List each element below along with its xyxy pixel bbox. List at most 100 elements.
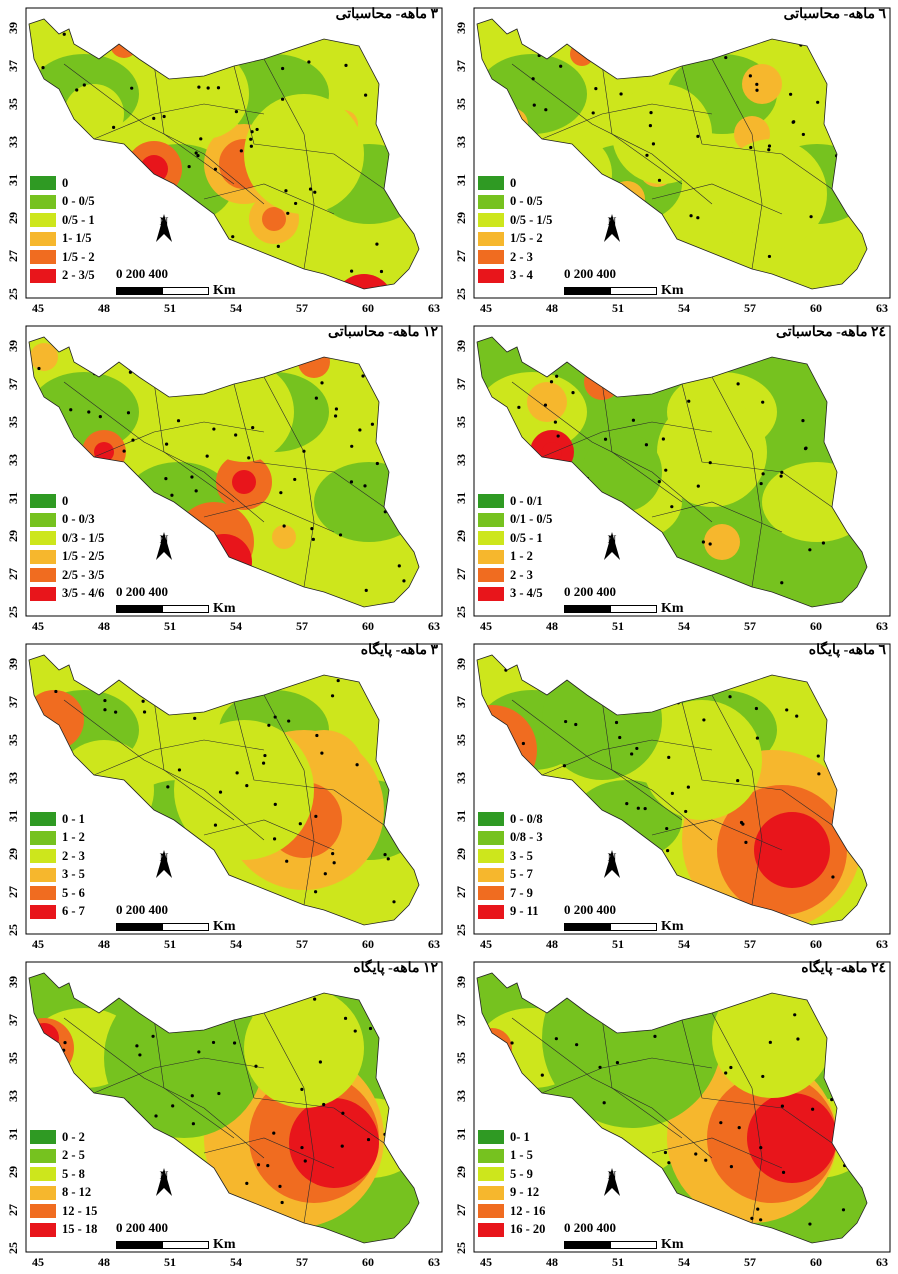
map-hotspot xyxy=(272,525,296,549)
legend: 0 - 0/1 0/1 - 0/5 0/5 - 1 1 - 2 2 - 3 3 - 4/5 xyxy=(478,492,552,603)
y-tick-label: 29 xyxy=(6,212,20,224)
station-point xyxy=(162,114,166,119)
legend-swatch xyxy=(478,904,504,919)
map-zone xyxy=(29,372,139,452)
x-tick-label: 60 xyxy=(362,301,374,315)
station-point xyxy=(761,1074,765,1079)
y-tick-label: 27 xyxy=(454,1204,468,1216)
station-point xyxy=(663,1150,668,1155)
north-arrow-icon: N xyxy=(154,532,174,560)
station-point xyxy=(263,753,267,758)
station-point xyxy=(281,66,285,71)
station-point xyxy=(311,537,315,541)
country-outline xyxy=(476,18,868,290)
province-boundary xyxy=(681,383,833,508)
station-point xyxy=(231,235,235,239)
station-point xyxy=(657,178,662,182)
legend-swatch xyxy=(30,568,56,583)
station-point xyxy=(363,484,367,488)
legend-swatch xyxy=(478,1148,504,1163)
scale-bar: 0 200 400 Km xyxy=(116,1220,236,1253)
map-hotspot xyxy=(477,1028,512,1068)
legend-entry: 0 - 0/3 xyxy=(30,511,104,530)
station-point xyxy=(126,411,131,415)
station-point xyxy=(645,153,649,157)
map-zone xyxy=(477,54,587,134)
station-point xyxy=(816,754,820,758)
station-point xyxy=(383,852,387,857)
station-point xyxy=(142,1160,146,1165)
station-point xyxy=(298,822,302,826)
station-point xyxy=(493,469,497,474)
station-point xyxy=(748,74,752,78)
station-point xyxy=(293,477,297,482)
station-point xyxy=(821,541,826,545)
legend-swatch xyxy=(478,886,504,901)
station-point xyxy=(255,127,259,132)
station-point xyxy=(234,109,239,114)
station-point xyxy=(194,489,198,493)
station-point xyxy=(579,985,584,990)
y-tick-label: 31 xyxy=(454,174,468,186)
station-point xyxy=(368,1003,372,1007)
y-tick-label: 33 xyxy=(454,136,468,148)
station-point xyxy=(755,88,759,92)
station-point xyxy=(98,415,102,419)
legend-swatch xyxy=(30,213,56,228)
legend-entry: 2 - 3/5 xyxy=(30,267,95,286)
y-tick-label: 35 xyxy=(6,1052,20,1064)
y-tick-label: 33 xyxy=(454,454,468,466)
station-point xyxy=(614,891,618,895)
legend-entry: 0/8 - 3 xyxy=(478,829,543,848)
province-boundary xyxy=(93,1057,265,1094)
legend-label: 3 - 5 xyxy=(62,867,85,882)
station-point xyxy=(759,481,763,486)
x-tick-label: 45 xyxy=(32,619,44,633)
station-point xyxy=(549,380,554,384)
station-point xyxy=(280,1200,284,1205)
station-point xyxy=(790,985,794,989)
y-tick-label: 37 xyxy=(454,60,468,72)
choropleth-map xyxy=(25,961,443,1253)
choropleth-map xyxy=(25,7,443,299)
y-tick-label: 35 xyxy=(454,1052,468,1064)
legend-entry: 1/5 - 2/5 xyxy=(30,548,104,567)
province-boundary xyxy=(711,376,763,588)
legend-label: 0 xyxy=(62,175,69,190)
station-point xyxy=(125,1102,129,1106)
station-point xyxy=(574,531,579,535)
station-point xyxy=(564,719,568,724)
map-hotspot xyxy=(196,534,252,590)
x-tick-label: 63 xyxy=(428,301,440,315)
station-point xyxy=(211,1040,216,1045)
station-point xyxy=(521,741,525,746)
station-point xyxy=(502,726,507,730)
legend-swatch xyxy=(478,494,504,509)
province-boundary xyxy=(711,694,763,906)
x-tick-label: 57 xyxy=(744,937,756,951)
station-point xyxy=(379,269,384,274)
legend-entry: 1/5 - 2 xyxy=(30,248,95,267)
station-point xyxy=(250,130,254,134)
station-point xyxy=(141,689,145,693)
station-point xyxy=(402,579,406,583)
legend-label: 15 - 18 xyxy=(62,1222,98,1237)
station-point xyxy=(517,405,521,409)
station-point xyxy=(808,1222,812,1226)
station-point xyxy=(640,1190,645,1194)
legend-swatch xyxy=(30,194,56,209)
station-point xyxy=(137,989,141,993)
scale-numbers: 0 200 400 xyxy=(564,1220,616,1235)
x-tick-label: 54 xyxy=(230,619,242,633)
station-point xyxy=(121,349,125,354)
y-tick-label: 37 xyxy=(454,696,468,708)
x-tick-label: 57 xyxy=(744,301,756,315)
station-point xyxy=(571,390,575,395)
station-point xyxy=(662,258,666,262)
legend-label: 2 - 3/5 xyxy=(62,268,95,283)
province-boundary xyxy=(153,699,235,821)
country-outline xyxy=(28,336,420,608)
station-point xyxy=(648,572,652,577)
station-point xyxy=(520,141,524,145)
station-point xyxy=(388,442,392,446)
